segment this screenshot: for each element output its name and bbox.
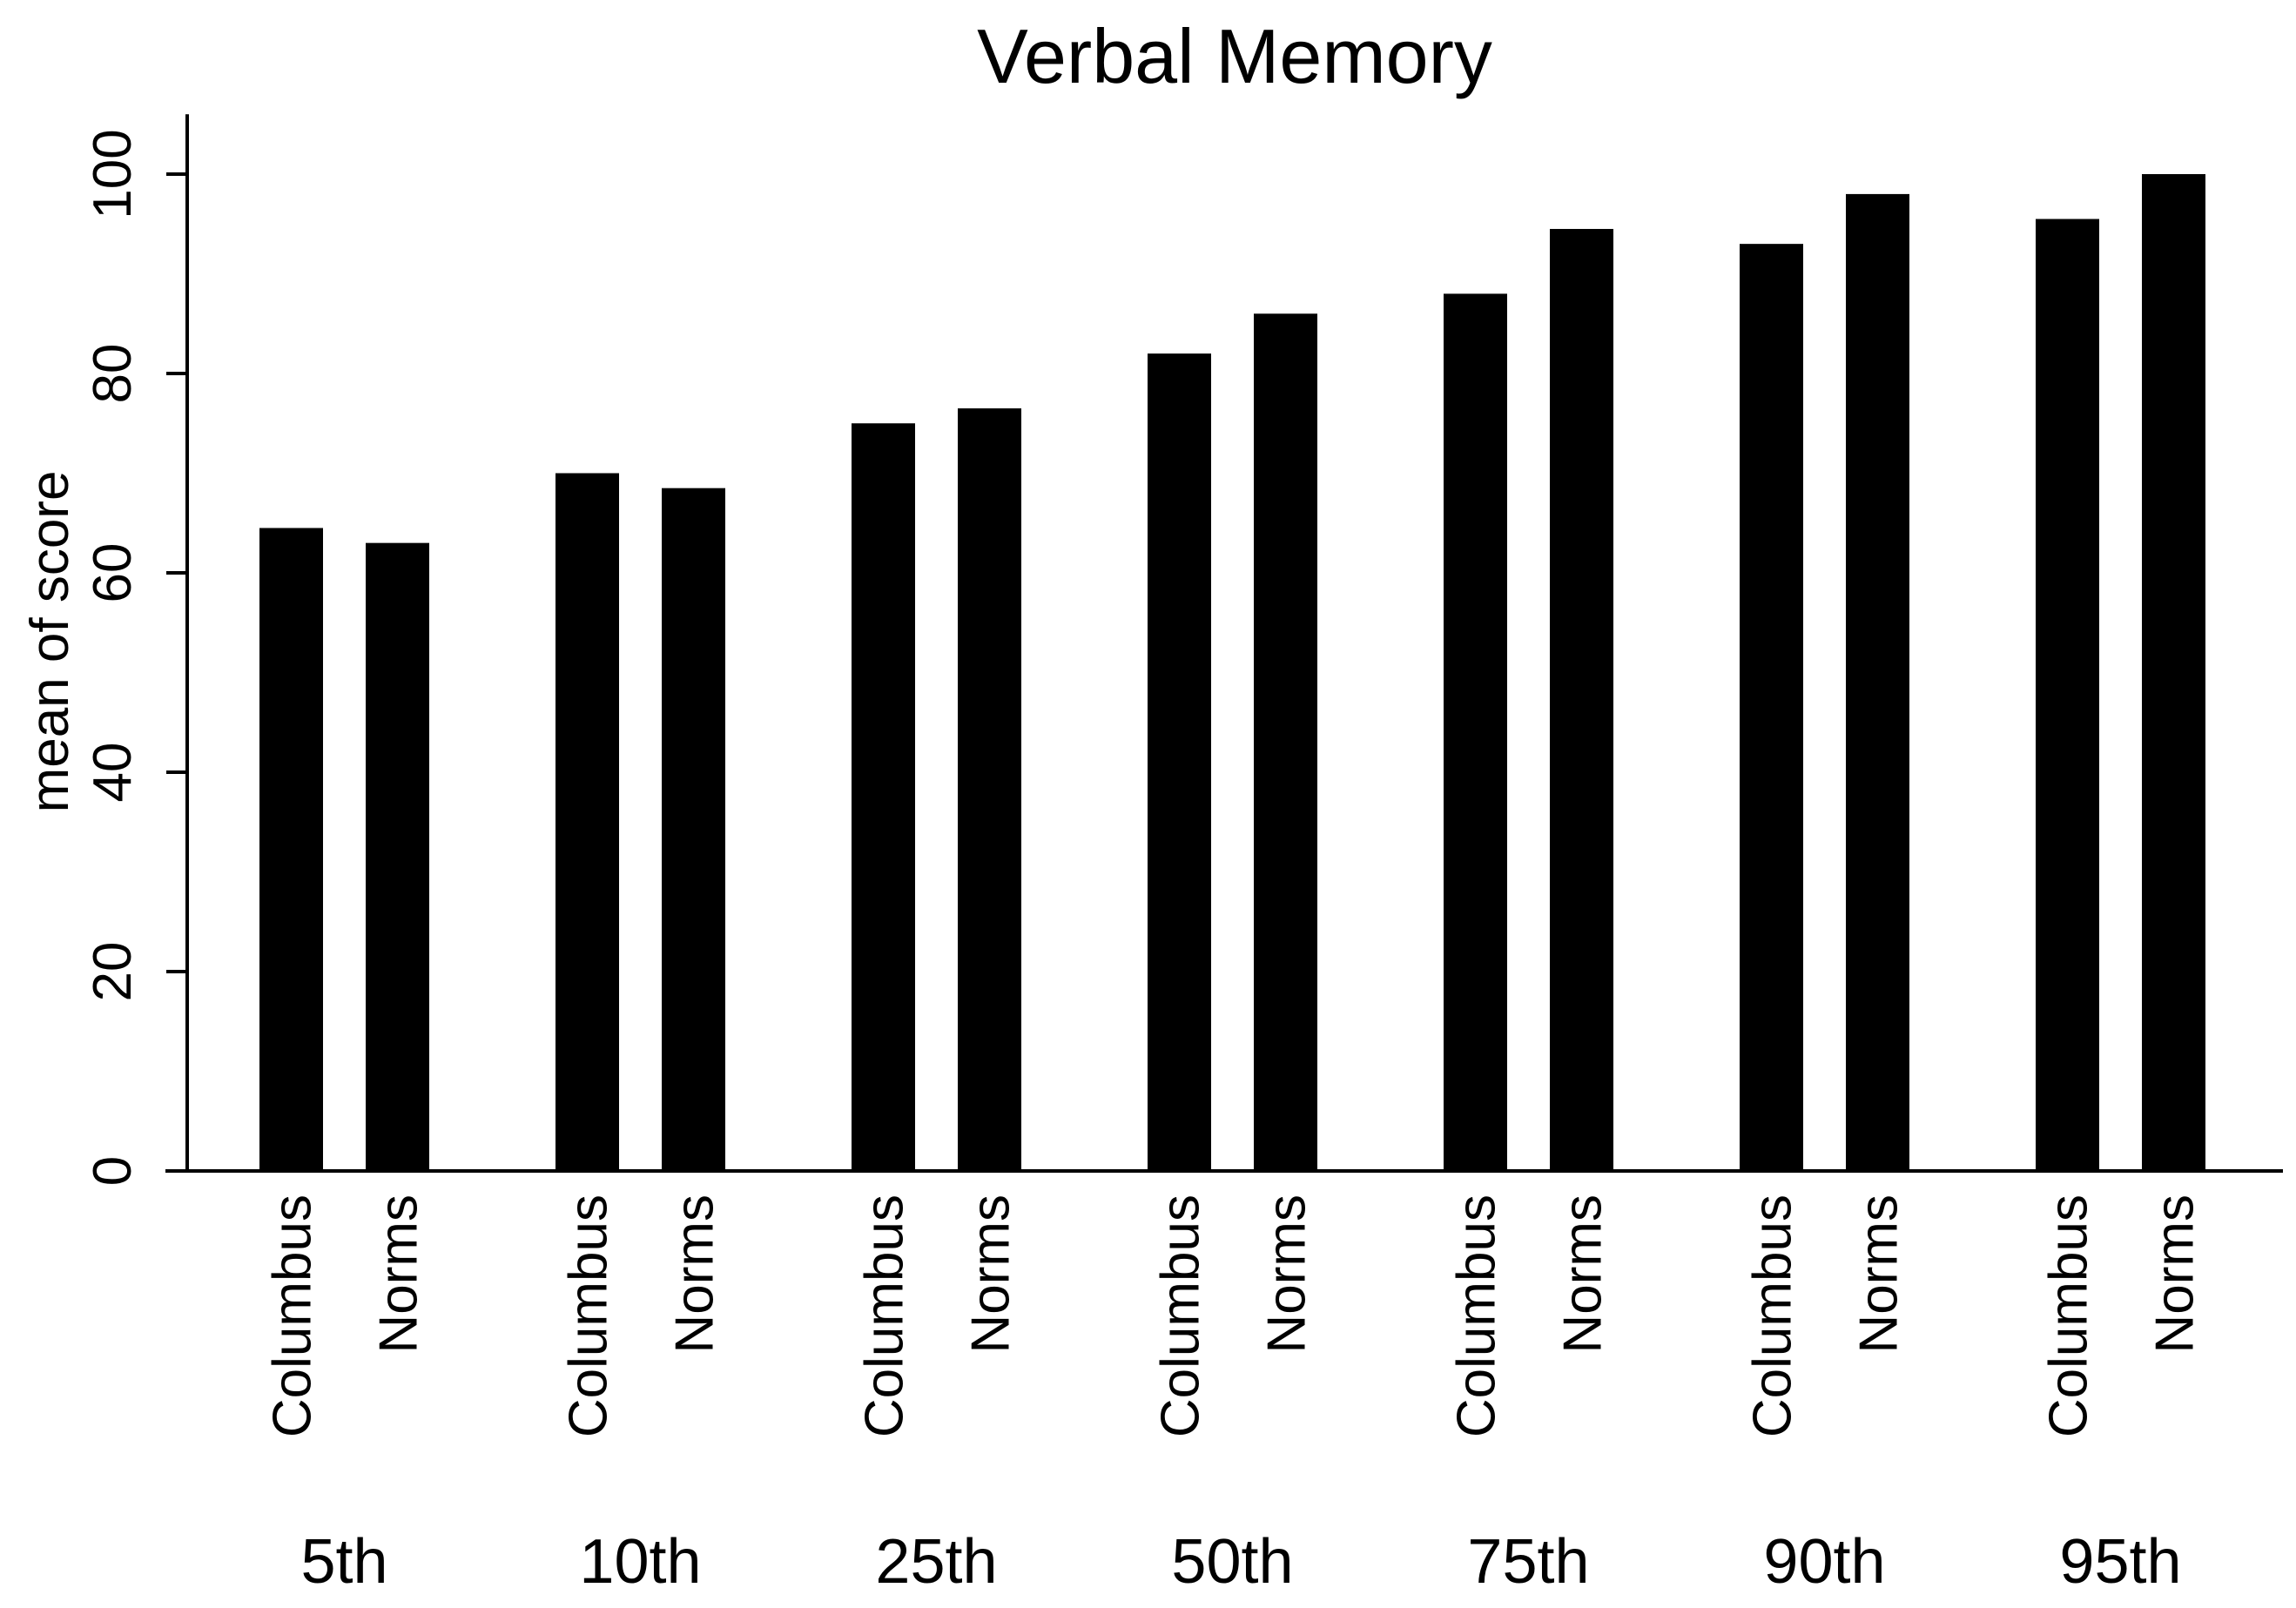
bar-50th-norms	[1254, 313, 1317, 1171]
bar-category-label: Norms	[665, 1194, 725, 1354]
bar-category-label: Norms	[1257, 1194, 1317, 1354]
bar-90th-norms	[1846, 193, 1909, 1171]
y-tick-label: 80	[83, 344, 143, 404]
chart-title: Verbal Memory	[977, 13, 1492, 99]
group-label: 90th	[1763, 1527, 1885, 1597]
y-axis: 0 20 40 60 80 100	[83, 114, 189, 1186]
y-tick-label: 40	[83, 743, 143, 803]
y-tick-label: 100	[83, 129, 143, 219]
bar-75th-norms	[1550, 228, 1613, 1172]
bar-category-label: Columbus	[1151, 1194, 1211, 1437]
y-tick-label: 60	[83, 543, 143, 603]
bar-95th-columbus	[2036, 219, 2099, 1171]
bar-75th-columbus	[1444, 293, 1507, 1171]
bar-category-label: Columbus	[263, 1194, 323, 1437]
group-label: 95th	[2059, 1527, 2181, 1597]
bar-5th-columbus	[259, 528, 323, 1171]
bar-category-label: Norms	[1553, 1194, 1613, 1354]
y-tick-label: 20	[83, 942, 143, 1002]
bar-category-label: Columbus	[855, 1194, 915, 1437]
bar-category-label: Columbus	[1743, 1194, 1803, 1437]
group-label: 5th	[300, 1527, 387, 1597]
y-tick-label: 0	[83, 1156, 143, 1186]
bar-category-label: Columbus	[559, 1194, 619, 1437]
bar-25th-columbus	[852, 423, 915, 1171]
bars	[259, 174, 2205, 1172]
bar-5th-norms	[366, 542, 429, 1171]
group-label: 25th	[875, 1527, 997, 1597]
group-label: 50th	[1171, 1527, 1293, 1597]
bar-50th-columbus	[1148, 353, 1211, 1172]
bar-category-label: Norms	[961, 1194, 1021, 1354]
bar-category-label: Norms	[369, 1194, 429, 1354]
group-label: 75th	[1467, 1527, 1589, 1597]
group-label: 10th	[579, 1527, 701, 1597]
bar-95th-norms	[2142, 174, 2205, 1171]
bar-category-label: Norms	[2145, 1194, 2205, 1354]
bar-category-label: Columbus	[1447, 1194, 1507, 1437]
bar-category-label: Columbus	[2039, 1194, 2099, 1437]
bar-25th-norms	[958, 408, 1021, 1171]
y-axis-label: mean of score	[20, 471, 80, 813]
bar-category-label: Norms	[1849, 1194, 1909, 1354]
bar-10th-norms	[662, 488, 725, 1171]
bar-10th-columbus	[555, 473, 619, 1171]
x-axis: Columbus Norms 5th Columbus Norms 10th Columbu…	[165, 1169, 2283, 1597]
bar-90th-columbus	[1740, 244, 1803, 1171]
